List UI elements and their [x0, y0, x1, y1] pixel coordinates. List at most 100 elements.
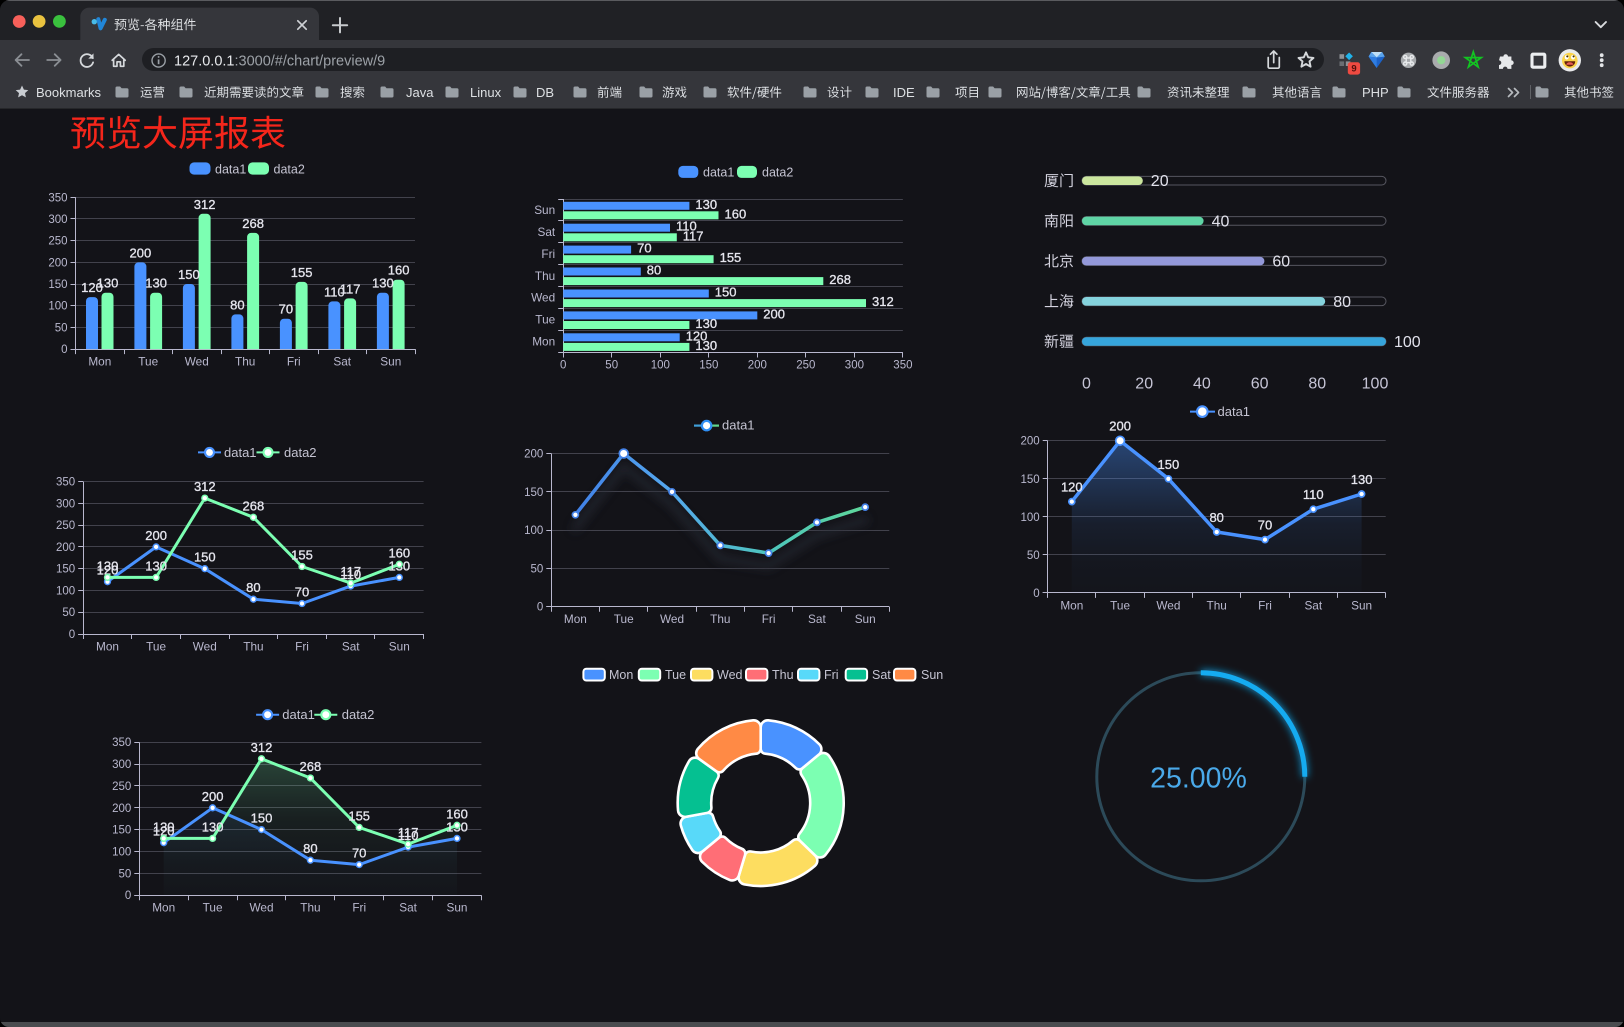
- svg-text:Mon: Mon: [1060, 598, 1083, 612]
- svg-text:data1: data1: [703, 166, 734, 180]
- svg-text:Thu: Thu: [535, 269, 555, 283]
- svg-text:120: 120: [153, 824, 175, 839]
- svg-text:300: 300: [48, 214, 67, 226]
- svg-text:80: 80: [246, 580, 260, 595]
- svg-text:data1: data1: [282, 707, 315, 722]
- svg-text:155: 155: [720, 250, 742, 265]
- svg-text:Java: Java: [406, 85, 434, 100]
- svg-text:DB: DB: [536, 85, 554, 100]
- svg-text:130: 130: [695, 316, 717, 331]
- svg-text:data1: data1: [224, 445, 257, 460]
- svg-text:Tue: Tue: [203, 901, 223, 915]
- svg-text:Wed: Wed: [660, 612, 684, 626]
- svg-text:130: 130: [372, 276, 394, 291]
- svg-text:80: 80: [1333, 294, 1351, 311]
- svg-text:Mon: Mon: [609, 668, 633, 682]
- svg-text:Sat: Sat: [1304, 598, 1322, 612]
- svg-text:Fri: Fri: [352, 901, 366, 915]
- svg-text:200: 200: [56, 542, 75, 554]
- svg-text:70: 70: [637, 241, 651, 256]
- svg-text:Sat: Sat: [342, 640, 360, 654]
- svg-text:150: 150: [699, 360, 718, 372]
- svg-text:117: 117: [398, 825, 419, 840]
- svg-text:300: 300: [56, 498, 75, 510]
- svg-text:Mon: Mon: [564, 612, 587, 626]
- svg-text:80: 80: [1209, 510, 1223, 525]
- svg-text:120: 120: [686, 328, 708, 343]
- svg-text:70: 70: [352, 846, 366, 861]
- svg-text:40: 40: [1212, 213, 1230, 230]
- svg-text:Mon: Mon: [532, 335, 555, 349]
- svg-text:250: 250: [112, 781, 131, 793]
- svg-text:Wed: Wed: [249, 901, 273, 915]
- svg-text:data1: data1: [215, 162, 246, 176]
- svg-text:data1: data1: [1218, 404, 1251, 419]
- svg-text:350: 350: [893, 360, 912, 372]
- svg-text:20: 20: [1151, 173, 1169, 190]
- svg-text:200: 200: [202, 789, 224, 804]
- svg-text:Fri: Fri: [541, 247, 555, 261]
- svg-text:350: 350: [56, 477, 75, 489]
- svg-text:268: 268: [242, 216, 264, 231]
- svg-text:110: 110: [398, 828, 419, 843]
- svg-text:150: 150: [524, 487, 543, 499]
- svg-text:Sat: Sat: [808, 612, 826, 626]
- svg-text:data2: data2: [284, 445, 317, 460]
- svg-text:150: 150: [56, 564, 75, 576]
- svg-text:130: 130: [1351, 472, 1373, 487]
- svg-text:117: 117: [340, 281, 361, 296]
- svg-text:9: 9: [1351, 64, 1356, 75]
- svg-text:data2: data2: [762, 166, 793, 180]
- svg-text:50: 50: [531, 563, 544, 575]
- svg-text:Tue: Tue: [1110, 598, 1130, 612]
- svg-text:Tue: Tue: [665, 668, 686, 682]
- svg-text:200: 200: [1021, 436, 1040, 448]
- svg-text:Thu: Thu: [710, 612, 730, 626]
- svg-text:130: 130: [97, 558, 119, 573]
- svg-text:Thu: Thu: [235, 355, 255, 369]
- svg-text:Tue: Tue: [138, 355, 158, 369]
- svg-text:70: 70: [1258, 518, 1272, 533]
- svg-text:50: 50: [605, 360, 618, 372]
- svg-text:100: 100: [48, 301, 67, 313]
- svg-text:50: 50: [62, 607, 75, 619]
- svg-text:Linux: Linux: [470, 85, 502, 100]
- svg-text:40: 40: [1193, 376, 1211, 393]
- svg-text:Tue: Tue: [146, 640, 166, 654]
- svg-text:Sat: Sat: [399, 901, 417, 915]
- svg-text:110: 110: [340, 567, 361, 582]
- svg-text:100: 100: [56, 586, 75, 598]
- svg-text:110: 110: [1303, 487, 1324, 502]
- svg-text:0: 0: [1082, 376, 1091, 393]
- svg-text:155: 155: [291, 548, 313, 563]
- svg-text:Thu: Thu: [1207, 598, 1227, 612]
- svg-text:0: 0: [69, 629, 75, 641]
- svg-text:127.0.0.1:3000/#/chart/preview: 127.0.0.1:3000/#/chart/preview/9: [174, 54, 385, 70]
- svg-text:150: 150: [48, 279, 67, 291]
- svg-text:Sat: Sat: [872, 668, 891, 682]
- svg-text:120: 120: [1061, 480, 1083, 495]
- svg-text:300: 300: [845, 360, 864, 372]
- svg-text:Bookmarks: Bookmarks: [36, 85, 102, 100]
- svg-text:Sun: Sun: [1351, 598, 1372, 612]
- svg-text:350: 350: [112, 737, 131, 749]
- svg-text:155: 155: [291, 265, 313, 280]
- svg-text:25.00%: 25.00%: [1150, 763, 1247, 795]
- svg-text:200: 200: [763, 306, 785, 321]
- svg-text:350: 350: [48, 192, 67, 204]
- svg-text:200: 200: [48, 257, 67, 269]
- svg-text:50: 50: [55, 322, 68, 334]
- svg-text:0: 0: [61, 344, 67, 356]
- svg-text:100: 100: [524, 525, 543, 537]
- svg-text:150: 150: [178, 267, 200, 282]
- svg-text:130: 130: [145, 276, 167, 291]
- svg-text:data2: data2: [274, 162, 305, 176]
- svg-text:250: 250: [48, 236, 67, 248]
- svg-text:130: 130: [153, 819, 175, 834]
- svg-text:160: 160: [725, 206, 747, 221]
- svg-text:Thu: Thu: [243, 640, 263, 654]
- svg-text:70: 70: [279, 302, 293, 317]
- svg-text:312: 312: [872, 294, 894, 309]
- svg-text:data2: data2: [342, 707, 375, 722]
- svg-text:60: 60: [1251, 376, 1269, 393]
